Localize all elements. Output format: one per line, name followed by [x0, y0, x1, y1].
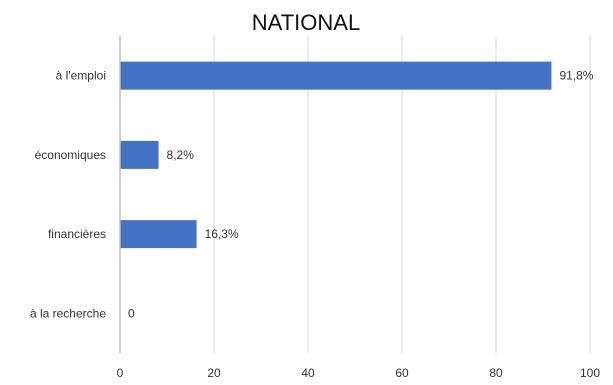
bar	[120, 140, 159, 169]
category-label: économiques	[35, 148, 106, 162]
data-label: 91,8%	[559, 69, 593, 83]
data-label: 8,2%	[167, 148, 195, 162]
x-tick-label: 100	[580, 366, 600, 380]
x-tick-label: 60	[395, 366, 409, 380]
bar	[120, 220, 197, 249]
category-label: à la recherche	[30, 306, 106, 320]
category-labels: à l'emploi économiques financières à la rec…	[30, 69, 106, 321]
x-tick-label: 0	[117, 366, 124, 380]
chart-title: NATIONAL	[252, 10, 360, 35]
bars	[120, 61, 552, 249]
x-tick-label: 40	[301, 366, 315, 380]
bar	[120, 61, 552, 90]
data-labels: 91,8% 8,2% 16,3% 0	[128, 69, 594, 321]
x-tick-labels: 0 20 40 60 80 100	[117, 366, 601, 380]
data-label: 0	[128, 306, 135, 320]
category-label: à l'emploi	[56, 69, 106, 83]
x-tick-label: 80	[489, 366, 503, 380]
category-label: financières	[48, 227, 106, 241]
x-tick-label: 20	[207, 366, 221, 380]
data-label: 16,3%	[205, 227, 239, 241]
